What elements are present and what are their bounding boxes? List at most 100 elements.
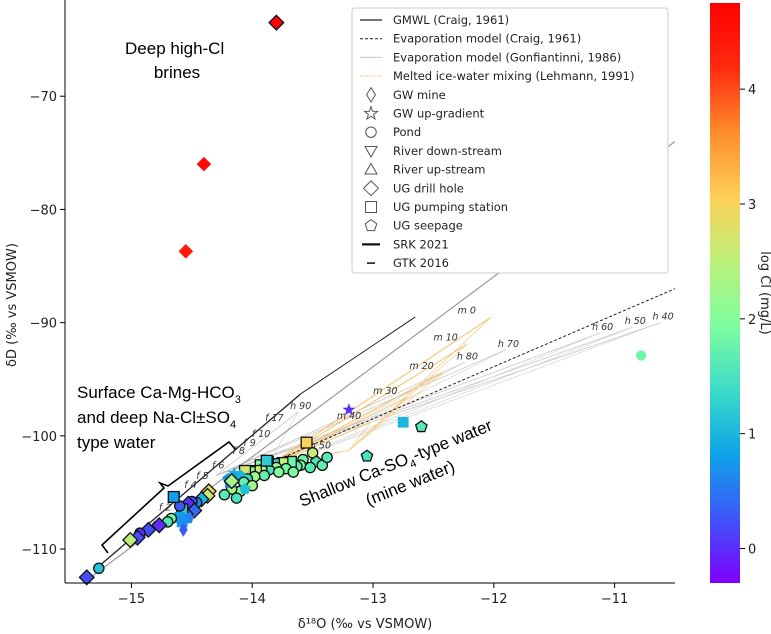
data-point [122,531,139,549]
fraction-label: f 5 [196,471,208,482]
gonfiantini-line [264,361,465,472]
legend-label: GTK 2016 [393,256,449,270]
data-point [414,420,428,433]
mixing-label: m 30 [373,386,397,397]
surface-bracket [100,440,237,554]
colorbar-tick-label: 1 [748,428,756,443]
colorbar-ticks: 0 1 2 3 4 [740,83,756,558]
data-point [360,449,374,462]
legend-label: GW up-gradient [393,107,485,121]
shallow-sub: 4 [408,457,418,470]
legend-item: GMWL (Craig, 1961) [360,13,509,27]
colorbar-tick-label: 0 [748,543,756,558]
surface-water-annotation: Surface Ca-Mg-HCO3 and deep Na-Cl±SO4 ty… [77,383,246,452]
legend-marker [365,201,377,213]
gmwl-black-segment [300,316,416,395]
y-tick-label: −80 [30,203,57,218]
mixing-label: m 40 [337,411,361,422]
colorbar [710,3,740,583]
legend-marker [366,86,376,103]
humidity-label: h 60 [592,322,613,333]
legend-label: UG drill hole [393,181,464,195]
gonfiantini-line [215,411,299,476]
mixing-line [348,372,444,451]
gonfiantini-line [264,332,601,472]
data-point [167,490,180,504]
data-point [196,156,212,172]
fraction-label: f 8 [233,446,245,457]
data-point [342,403,356,416]
colorbar-tick-label: 2 [748,313,756,328]
fraction-label: f 6 [212,461,224,472]
legend-label: UG seepage [393,219,463,233]
data-point [300,436,313,449]
surface-line-2: and deep Na-Cl±SO [77,408,230,427]
legend-item: GW up-gradient [363,105,485,121]
mixing-label: m 50 [307,440,331,451]
colorbar-label: log Cl (mg/L) [757,251,771,334]
humidity-label: h 40 [653,312,674,323]
legend-item: SRK 2021 [362,237,449,251]
y-tick-label: −110 [21,543,57,558]
fraction-label: f 4 [184,480,196,491]
gonfiantini-line [215,349,507,476]
humidity-label: h 50 [625,316,646,327]
legend-item: UG drill hole [362,180,464,197]
x-tick-label: −11 [601,592,628,607]
legend-label: River up-stream [393,163,486,177]
data-point [178,244,194,259]
legend-label: UG pumping station [393,200,508,214]
gonfiantini-line [215,326,633,476]
legend-item: Evaporation model (Gonfiantinni, 1986) [360,50,621,64]
data-point [176,516,188,528]
fraction-label: f 9 [243,438,255,449]
data-point [227,466,241,479]
shallow-water-annotation: Shallow Ca-SO4-type water (mine water) [296,416,495,511]
y-axis-ticks: −110 −100 −90 −80 −70 [21,90,65,558]
data-point [193,491,210,508]
legend-marker [362,180,380,197]
legend-item: Evaporation model (Craig, 1961) [360,32,581,46]
x-tick-label: −14 [239,592,266,607]
surface-sub-2: 4 [230,419,236,431]
legend-box [351,7,669,274]
fraction-label: f 2 [159,503,171,514]
legend-item: Melted ice-water mixing (Lehmann, 1991) [360,69,634,83]
mixing-label: m 10 [433,333,457,344]
fraction-label: f 10 [252,429,270,440]
legend-label: GMWL (Craig, 1961) [393,13,509,27]
data-point [230,492,243,504]
legend-marker [365,126,377,138]
legend-label: SRK 2021 [393,237,449,251]
x-axis-ticks: −15 −14 −13 −12 −11 [118,583,628,607]
data-point [397,416,409,428]
legend-label: Pond [393,125,421,139]
data-point [223,472,240,490]
surface-sub-1: 3 [235,394,241,406]
data-points [78,14,647,586]
mixing-line [340,450,349,453]
colorbar-tick-label: 4 [748,83,756,98]
mixing-line [264,343,468,470]
data-point [273,466,285,478]
mixing-line [348,397,408,451]
legend-label: River down-stream [393,144,502,158]
mixing-line [348,422,371,451]
data-point [321,451,333,464]
humidity-label: h 80 [457,351,478,362]
brines-line-1: Deep high-Cl [125,39,224,58]
data-point [239,483,251,494]
data-point [260,454,273,467]
brines-annotation: Deep high-Cl brines [125,39,229,82]
data-point [258,469,271,482]
legend-item: GTK 2016 [367,256,449,270]
legend-item: GW mine [366,86,446,103]
mixing-label: m 0 [458,306,476,317]
surface-line-1: Surface Ca-Mg-HCO [77,383,235,402]
legend-label: GW mine [393,88,446,102]
legend-item: Pond [365,125,421,139]
mixing-label: m 20 [409,361,433,372]
legend-marker [364,219,378,232]
x-axis-label: δ¹⁸O (‰ vs VSMOW) [298,617,433,632]
y-tick-label: −70 [30,90,57,105]
